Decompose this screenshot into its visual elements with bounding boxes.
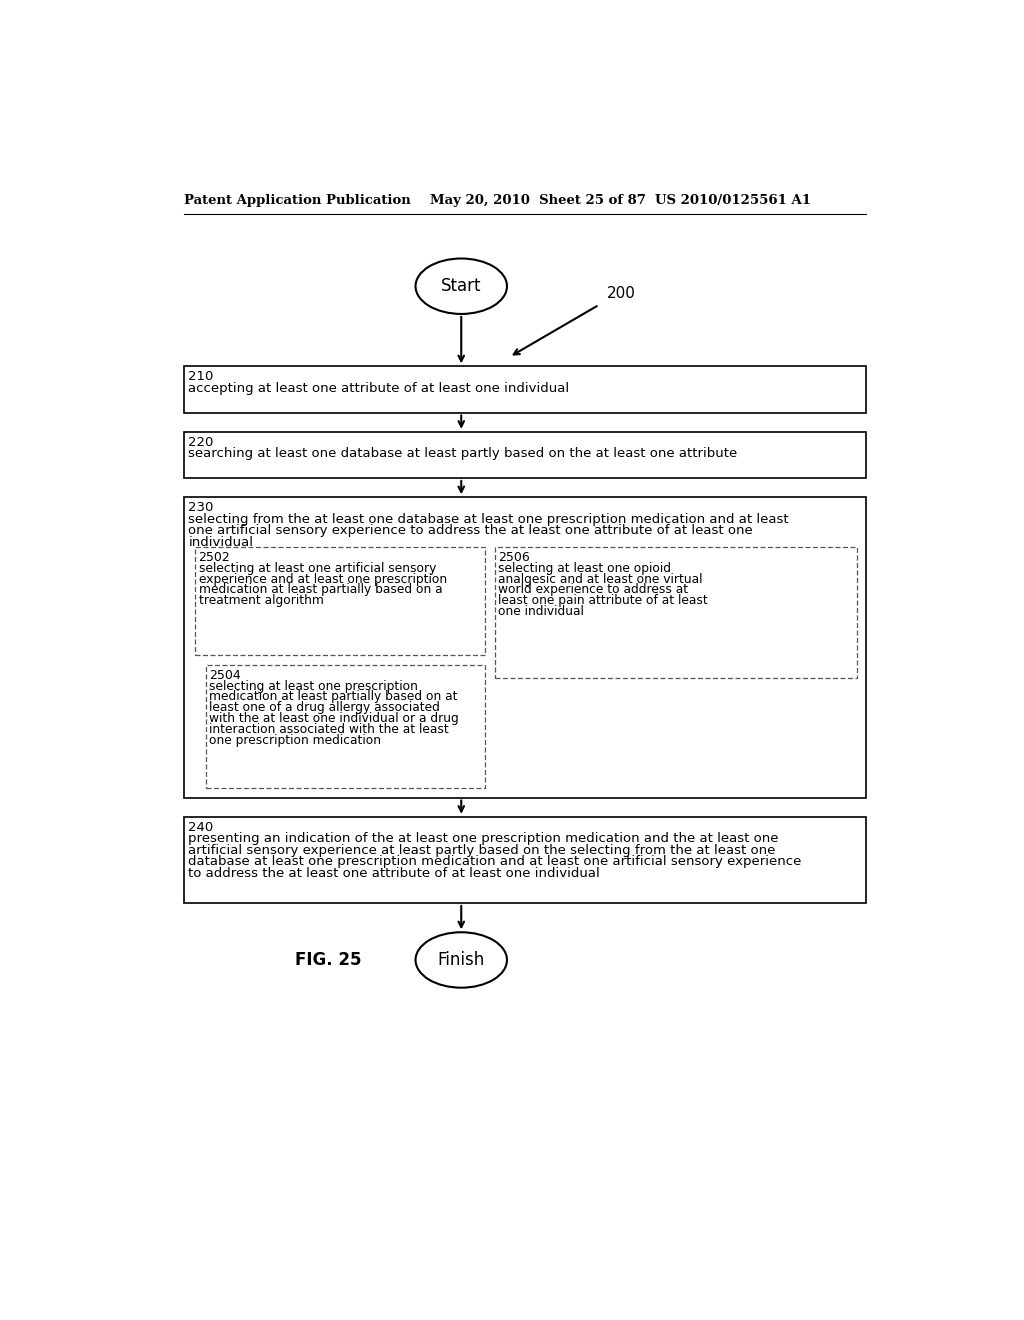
Text: 2502: 2502 — [199, 552, 230, 564]
Text: accepting at least one attribute of at least one individual: accepting at least one attribute of at l… — [188, 381, 569, 395]
Text: Patent Application Publication: Patent Application Publication — [183, 194, 411, 207]
Bar — [183, 432, 866, 478]
Text: Finish: Finish — [437, 950, 485, 969]
Text: experience and at least one prescription: experience and at least one prescription — [199, 573, 446, 586]
Text: artificial sensory experience at least partly based on the selecting from the at: artificial sensory experience at least p… — [188, 843, 776, 857]
Bar — [183, 366, 866, 412]
Bar — [183, 498, 866, 797]
Text: searching at least one database at least partly based on the at least one attrib: searching at least one database at least… — [188, 447, 737, 461]
Ellipse shape — [416, 932, 507, 987]
Text: 210: 210 — [188, 370, 214, 383]
Text: US 2010/0125561 A1: US 2010/0125561 A1 — [655, 194, 811, 207]
Text: 230: 230 — [188, 502, 214, 513]
Ellipse shape — [416, 259, 507, 314]
Text: selecting at least one artificial sensory: selecting at least one artificial sensor… — [199, 562, 436, 576]
Text: interaction associated with the at least: interaction associated with the at least — [209, 723, 450, 735]
Text: Start: Start — [441, 277, 481, 296]
Text: one individual: one individual — [499, 605, 585, 618]
Text: world experience to address at: world experience to address at — [499, 583, 688, 597]
Text: 240: 240 — [188, 821, 214, 834]
Text: selecting at least one opioid: selecting at least one opioid — [499, 562, 672, 576]
Text: individual: individual — [188, 536, 254, 549]
Text: selecting at least one prescription: selecting at least one prescription — [209, 680, 418, 693]
Text: database at least one prescription medication and at least one artificial sensor: database at least one prescription medic… — [188, 855, 802, 869]
Text: least one pain attribute of at least: least one pain attribute of at least — [499, 594, 709, 607]
Text: medication at least partially based on a: medication at least partially based on a — [199, 583, 442, 597]
Text: May 20, 2010  Sheet 25 of 87: May 20, 2010 Sheet 25 of 87 — [430, 194, 646, 207]
Text: to address the at least one attribute of at least one individual: to address the at least one attribute of… — [188, 867, 600, 880]
Text: least one of a drug allergy associated: least one of a drug allergy associated — [209, 701, 440, 714]
Text: 2504: 2504 — [209, 669, 241, 682]
Text: treatment algorithm: treatment algorithm — [199, 594, 324, 607]
Text: selecting from the at least one database at least one prescription medication an: selecting from the at least one database… — [188, 512, 790, 525]
Bar — [195, 548, 485, 655]
Bar — [183, 817, 866, 903]
Text: analgesic and at least one virtual: analgesic and at least one virtual — [499, 573, 702, 586]
Text: medication at least partially based on at: medication at least partially based on a… — [209, 690, 458, 704]
Text: with the at least one individual or a drug: with the at least one individual or a dr… — [209, 711, 459, 725]
Text: one artificial sensory experience to address the at least one attribute of at le: one artificial sensory experience to add… — [188, 524, 754, 537]
Text: FIG. 25: FIG. 25 — [295, 950, 361, 969]
Text: 2506: 2506 — [499, 552, 530, 564]
Text: presenting an indication of the at least one prescription medication and the at : presenting an indication of the at least… — [188, 832, 779, 845]
Text: 200: 200 — [607, 285, 636, 301]
Text: one prescription medication: one prescription medication — [209, 734, 381, 747]
Text: 220: 220 — [188, 436, 214, 449]
Bar — [206, 665, 485, 788]
Bar — [495, 548, 856, 678]
